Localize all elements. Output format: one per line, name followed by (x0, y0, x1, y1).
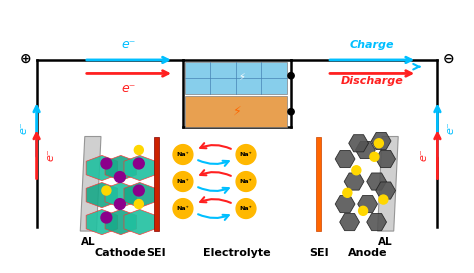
Circle shape (134, 200, 143, 209)
Circle shape (173, 145, 193, 164)
Circle shape (115, 172, 125, 182)
Text: Na⁺: Na⁺ (177, 179, 189, 183)
Polygon shape (367, 173, 386, 190)
Circle shape (288, 109, 294, 115)
Text: Na⁺: Na⁺ (240, 206, 252, 210)
Text: e⁻: e⁻ (122, 82, 136, 94)
Text: e⁻: e⁻ (45, 148, 55, 161)
Circle shape (173, 199, 193, 218)
Polygon shape (344, 173, 364, 190)
Polygon shape (80, 136, 101, 231)
Polygon shape (376, 182, 395, 199)
Circle shape (236, 199, 256, 218)
Polygon shape (367, 213, 386, 231)
Polygon shape (371, 132, 391, 150)
Circle shape (115, 199, 125, 209)
Polygon shape (340, 213, 359, 231)
Circle shape (134, 146, 143, 155)
Circle shape (102, 186, 111, 195)
Text: Na⁺: Na⁺ (240, 152, 252, 156)
Text: ⚡: ⚡ (233, 105, 241, 118)
Text: ⚡: ⚡ (238, 72, 245, 82)
Circle shape (236, 145, 256, 164)
Text: SEI: SEI (146, 248, 166, 258)
Text: Charge: Charge (350, 40, 394, 50)
Text: e⁻: e⁻ (122, 38, 136, 51)
Polygon shape (124, 182, 155, 208)
Text: Cathode: Cathode (94, 248, 146, 258)
Circle shape (370, 152, 379, 161)
Text: ⊖: ⊖ (443, 52, 455, 66)
Text: AL: AL (81, 237, 96, 247)
Polygon shape (376, 150, 395, 168)
Text: Electrolyte: Electrolyte (203, 248, 271, 258)
Text: Anode: Anode (348, 248, 387, 258)
Polygon shape (356, 141, 375, 159)
Text: e⁻: e⁻ (18, 121, 28, 134)
Polygon shape (349, 135, 368, 152)
Circle shape (343, 188, 352, 197)
Text: Na⁺: Na⁺ (177, 206, 189, 210)
Circle shape (288, 73, 294, 79)
Polygon shape (358, 195, 377, 213)
Polygon shape (335, 150, 355, 168)
FancyBboxPatch shape (185, 62, 287, 94)
Polygon shape (105, 209, 137, 235)
Bar (154, 136, 159, 231)
Circle shape (374, 139, 383, 148)
Text: e⁻: e⁻ (446, 121, 456, 134)
Polygon shape (105, 155, 137, 181)
FancyBboxPatch shape (185, 96, 287, 127)
Polygon shape (86, 209, 118, 235)
Circle shape (101, 158, 112, 169)
Polygon shape (335, 195, 355, 213)
Text: Na⁺: Na⁺ (240, 179, 252, 183)
Circle shape (133, 185, 144, 196)
Text: Discharge: Discharge (341, 76, 403, 86)
Circle shape (379, 195, 388, 204)
Polygon shape (86, 155, 118, 181)
Circle shape (101, 212, 112, 223)
Circle shape (133, 158, 144, 169)
Text: ⊕: ⊕ (19, 52, 31, 66)
Polygon shape (124, 209, 155, 235)
Polygon shape (124, 155, 155, 181)
Bar (316, 136, 321, 231)
Polygon shape (86, 182, 118, 208)
Text: e⁻: e⁻ (419, 148, 429, 161)
Polygon shape (377, 136, 398, 231)
Text: SEI: SEI (309, 248, 329, 258)
Circle shape (173, 172, 193, 191)
Polygon shape (105, 182, 137, 208)
Circle shape (359, 206, 368, 215)
Text: AL: AL (378, 237, 393, 247)
Text: Na⁺: Na⁺ (177, 152, 189, 156)
Circle shape (352, 166, 361, 175)
Circle shape (236, 172, 256, 191)
